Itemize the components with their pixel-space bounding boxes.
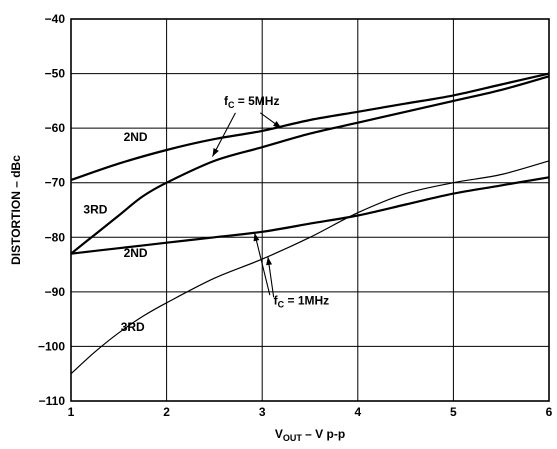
series-line-1mhz-3rd: [70, 160, 550, 375]
arrow-5mhz-3rd-line: [212, 112, 236, 157]
x-tick-label: 6: [546, 405, 553, 419]
arrow-1mhz-2nd-line: [254, 232, 271, 296]
arrow-1mhz-2nd-head: [253, 232, 260, 242]
y-tick-label: −110: [39, 394, 66, 408]
x-axis-title: VOUT – V p-p: [275, 427, 345, 443]
y-tick-label: −40: [45, 12, 66, 26]
plot-frame: [70, 18, 550, 402]
y-tick-label: −50: [45, 67, 66, 81]
x-tick-label: 2: [163, 405, 170, 419]
y-tick-label: −100: [38, 339, 65, 353]
grid-lines: [70, 18, 550, 402]
y-tick-label: −80: [45, 230, 66, 244]
series-line-5mhz-2nd: [70, 72, 550, 182]
label-3rd-5mhz: 3RD: [83, 202, 107, 216]
x-tick-label: 3: [259, 405, 266, 419]
label-2nd-1mhz: 2ND: [124, 246, 148, 260]
label-2nd-5mhz: 2ND: [124, 130, 148, 144]
annotation-arrows: [212, 112, 282, 298]
fc-1mhz-label: fC = 1MHz: [274, 293, 330, 309]
arrow-1mhz-3rd-head: [266, 256, 273, 266]
fc-5mhz-label: fC = 5MHz: [224, 94, 280, 110]
label-3rd-1mhz: 3RD: [121, 320, 145, 334]
arrow-5mhz-2nd-head: [273, 121, 282, 129]
y-tick-label: −60: [45, 121, 66, 135]
series-group: [70, 72, 550, 375]
x-tick-label: 5: [450, 405, 457, 419]
y-axis-title: DISTORTION – dBc: [9, 155, 23, 265]
arrow-5mhz-3rd-head: [212, 148, 219, 157]
series-line-1mhz-2nd: [70, 176, 550, 255]
series-line-5mhz-3rd: [70, 75, 550, 255]
y-tick-label: −70: [45, 176, 66, 190]
tick-labels: 1 2 3 4 5 6 −40 −50 −60 −70 −80 −90 −100 −110: [38, 12, 553, 419]
x-tick-label: 4: [354, 405, 361, 419]
y-tick-label: −90: [45, 285, 66, 299]
x-tick-label: 1: [68, 405, 75, 419]
